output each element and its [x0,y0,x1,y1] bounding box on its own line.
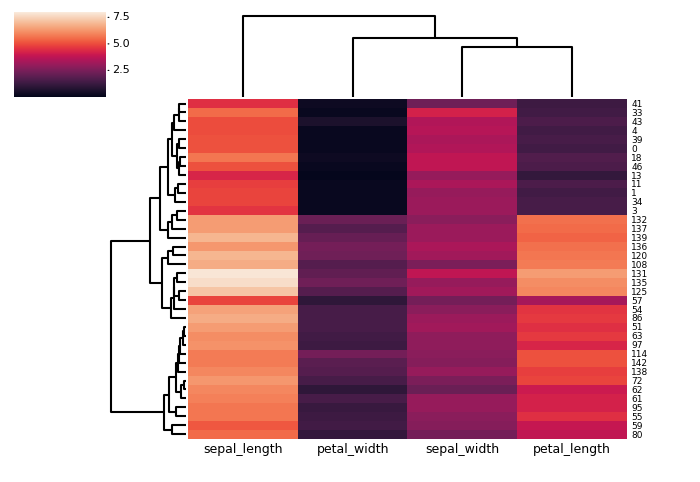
Text: 5.0: 5.0 [113,39,130,49]
Text: 7.5: 7.5 [113,13,130,22]
Text: 2.5: 2.5 [113,66,130,75]
